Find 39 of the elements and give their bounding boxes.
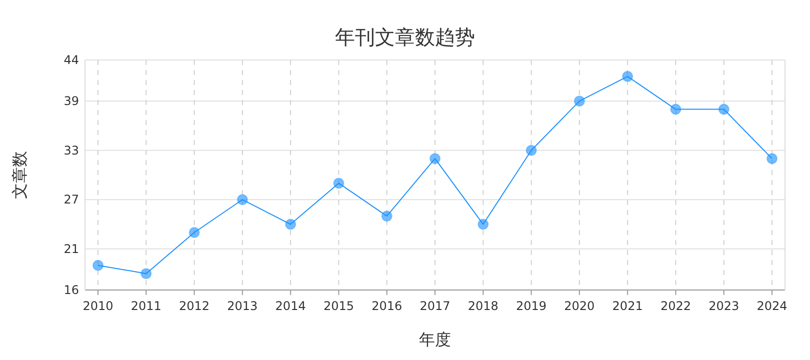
x-tick-label: 2024 <box>756 299 788 313</box>
point <box>333 178 344 189</box>
x-axis-title: 年度 <box>419 330 451 349</box>
point <box>430 153 440 164</box>
x-tick-label: 2010 <box>82 299 114 313</box>
point <box>766 153 778 164</box>
x-tick-label: 2014 <box>275 299 306 313</box>
point <box>526 144 537 156</box>
point <box>718 104 730 115</box>
x-tick-label: 2017 <box>420 299 450 313</box>
point <box>574 96 585 107</box>
x-tick-label: 2011 <box>130 299 162 313</box>
point <box>92 260 104 271</box>
point <box>140 268 152 280</box>
x-tick-label: 2021 <box>612 299 643 313</box>
point <box>478 218 489 230</box>
y-tick-label: 44 <box>64 53 79 67</box>
x-tick-label: 2012 <box>179 299 210 313</box>
x-tick-label: 2013 <box>227 299 258 313</box>
x-tick-label: 2018 <box>468 299 498 313</box>
x-tick-label: 2020 <box>564 299 595 313</box>
point <box>381 210 392 222</box>
point <box>236 194 248 206</box>
point <box>188 227 200 238</box>
x-tick-label: 2022 <box>660 299 691 313</box>
point <box>670 104 682 115</box>
point <box>622 70 634 82</box>
y-tick-label: 27 <box>64 192 79 207</box>
y-tick-label: 16 <box>64 283 79 297</box>
y-tick-label: 21 <box>64 242 79 256</box>
y-tick-label: 39 <box>64 94 79 108</box>
x-tick-label: 2019 <box>516 299 547 313</box>
x-tick-label: 2023 <box>708 299 740 313</box>
x-tick-label: 2016 <box>372 299 402 313</box>
chart-title: 年刊文章数趋势 <box>335 25 475 49</box>
y-axis-title: 文章数 <box>10 151 29 199</box>
point <box>285 218 296 230</box>
y-tick-label: 33 <box>64 143 79 158</box>
x-tick-label: 2015 <box>323 299 354 313</box>
